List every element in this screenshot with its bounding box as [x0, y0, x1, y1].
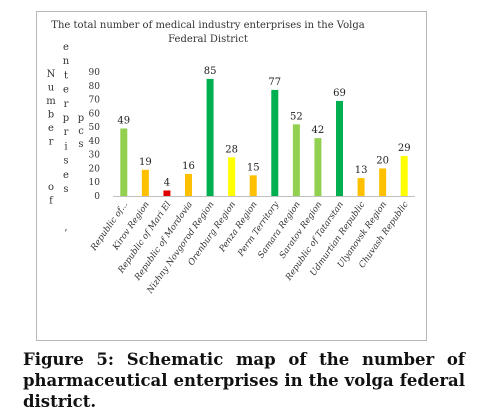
bar-data-label: 4: [164, 177, 170, 188]
y-tick-label: 40: [89, 137, 101, 147]
bar: [120, 128, 128, 196]
bar: [314, 138, 322, 196]
bar-chart: 0 10 20 30 40 50 60 70 80 90 N u m b e r o f e n t e r p r i s e s, p…: [46, 42, 415, 296]
bar: [357, 178, 365, 196]
bar-data-label: 20: [376, 155, 389, 166]
y-tick-label: 30: [89, 151, 101, 161]
bar: [292, 124, 300, 196]
y-tick-label: 70: [89, 96, 101, 106]
figure-caption: Figure 5: Schematic map of the number of…: [23, 350, 465, 411]
bar-data-label: 28: [225, 144, 238, 155]
bar: [185, 173, 192, 196]
y-tick-label: 90: [89, 68, 101, 78]
bar-data-label: 13: [355, 165, 368, 176]
bar-data-label: 15: [247, 162, 260, 173]
bar: [163, 190, 171, 196]
y-tick-label: 60: [89, 109, 101, 119]
y-tick-label: 20: [89, 164, 101, 174]
bar-data-label: 49: [117, 115, 130, 126]
y-tick-label: 0: [94, 192, 100, 202]
bar: [206, 78, 214, 196]
chart-title: The total number of medical industry ent…: [51, 20, 365, 45]
bar: [249, 175, 257, 196]
bar-data-label: 69: [333, 88, 346, 99]
bar-data-label: 85: [204, 66, 217, 77]
bar: [336, 100, 343, 196]
bar-data-label: 16: [182, 161, 195, 172]
bar-data-label: 29: [398, 143, 411, 154]
bar-data-label: 77: [268, 77, 281, 88]
bar-data-label: 42: [312, 125, 325, 136]
bar: [379, 168, 387, 196]
bar: [141, 169, 149, 196]
y-tick-label: 80: [89, 82, 101, 92]
bar: [228, 157, 236, 196]
y-axis-label-comma: ,: [64, 222, 67, 233]
y-tick-label: 50: [89, 123, 101, 133]
bar-data-label: 52: [290, 111, 303, 122]
y-tick-label: 10: [89, 178, 101, 188]
bar: [271, 89, 279, 196]
bar-data-label: 19: [139, 157, 152, 168]
bar: [400, 156, 408, 196]
